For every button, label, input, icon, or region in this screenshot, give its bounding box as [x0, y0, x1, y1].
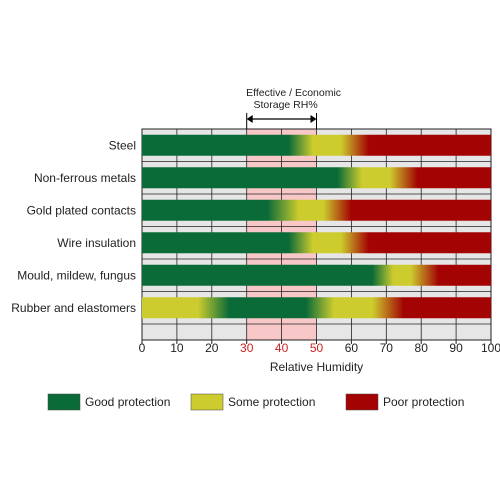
x-tick-label-70: 70: [380, 341, 394, 355]
annotation-arrow-left: [246, 115, 253, 123]
legend-swatch-some: [190, 393, 224, 411]
x-tick-label-10: 10: [170, 341, 184, 355]
x-tick-label-0: 0: [139, 341, 146, 355]
x-axis-title: Relative Humidity: [270, 360, 363, 374]
legend-label-some: Some protection: [228, 395, 315, 409]
category-label-3: Wire insulation: [57, 236, 136, 250]
category-label-4: Mould, mildew, fungus: [17, 268, 136, 282]
category-labels: Steel Non-ferrous metals Gold plated conta…: [11, 138, 136, 315]
legend-swatch-good: [47, 393, 81, 411]
category-label-0: Steel: [109, 138, 136, 152]
x-tick-label-60: 60: [345, 341, 359, 355]
x-tick-label-20: 20: [205, 341, 219, 355]
category-label-1: Non-ferrous metals: [34, 171, 136, 185]
x-axis: 0 10 20 30 40 50 60 70 80 90 100: [139, 340, 500, 355]
bar-4: [142, 264, 491, 286]
chart-bars: [142, 134, 491, 319]
legend: Good protection Some protection Poor prote…: [47, 393, 464, 411]
x-tick-label-40: 40: [275, 341, 289, 355]
legend-label-poor: Poor protection: [383, 395, 464, 409]
category-label-5: Rubber and elastomers: [11, 301, 136, 315]
annotation-line-2: Storage RH%: [253, 99, 317, 111]
x-tick-label-90: 90: [449, 341, 463, 355]
x-tick-label-30: 30: [240, 341, 254, 355]
bar-3: [142, 232, 491, 254]
bar-5: [142, 297, 491, 319]
category-label-2: Gold plated contacts: [27, 203, 136, 217]
x-tick-label-80: 80: [415, 341, 429, 355]
bar-2: [142, 199, 491, 221]
x-tick-label-50: 50: [310, 341, 324, 355]
bar-1: [142, 167, 491, 189]
effective-range-annotation: Effective / Economic Storage RH%: [246, 87, 341, 129]
annotation-arrow-right: [310, 115, 317, 123]
legend-label-good: Good protection: [85, 395, 170, 409]
x-tick-label-100: 100: [481, 341, 500, 355]
bar-0: [142, 134, 491, 156]
annotation-line-1: Effective / Economic: [246, 87, 341, 99]
legend-swatch-poor: [345, 393, 379, 411]
